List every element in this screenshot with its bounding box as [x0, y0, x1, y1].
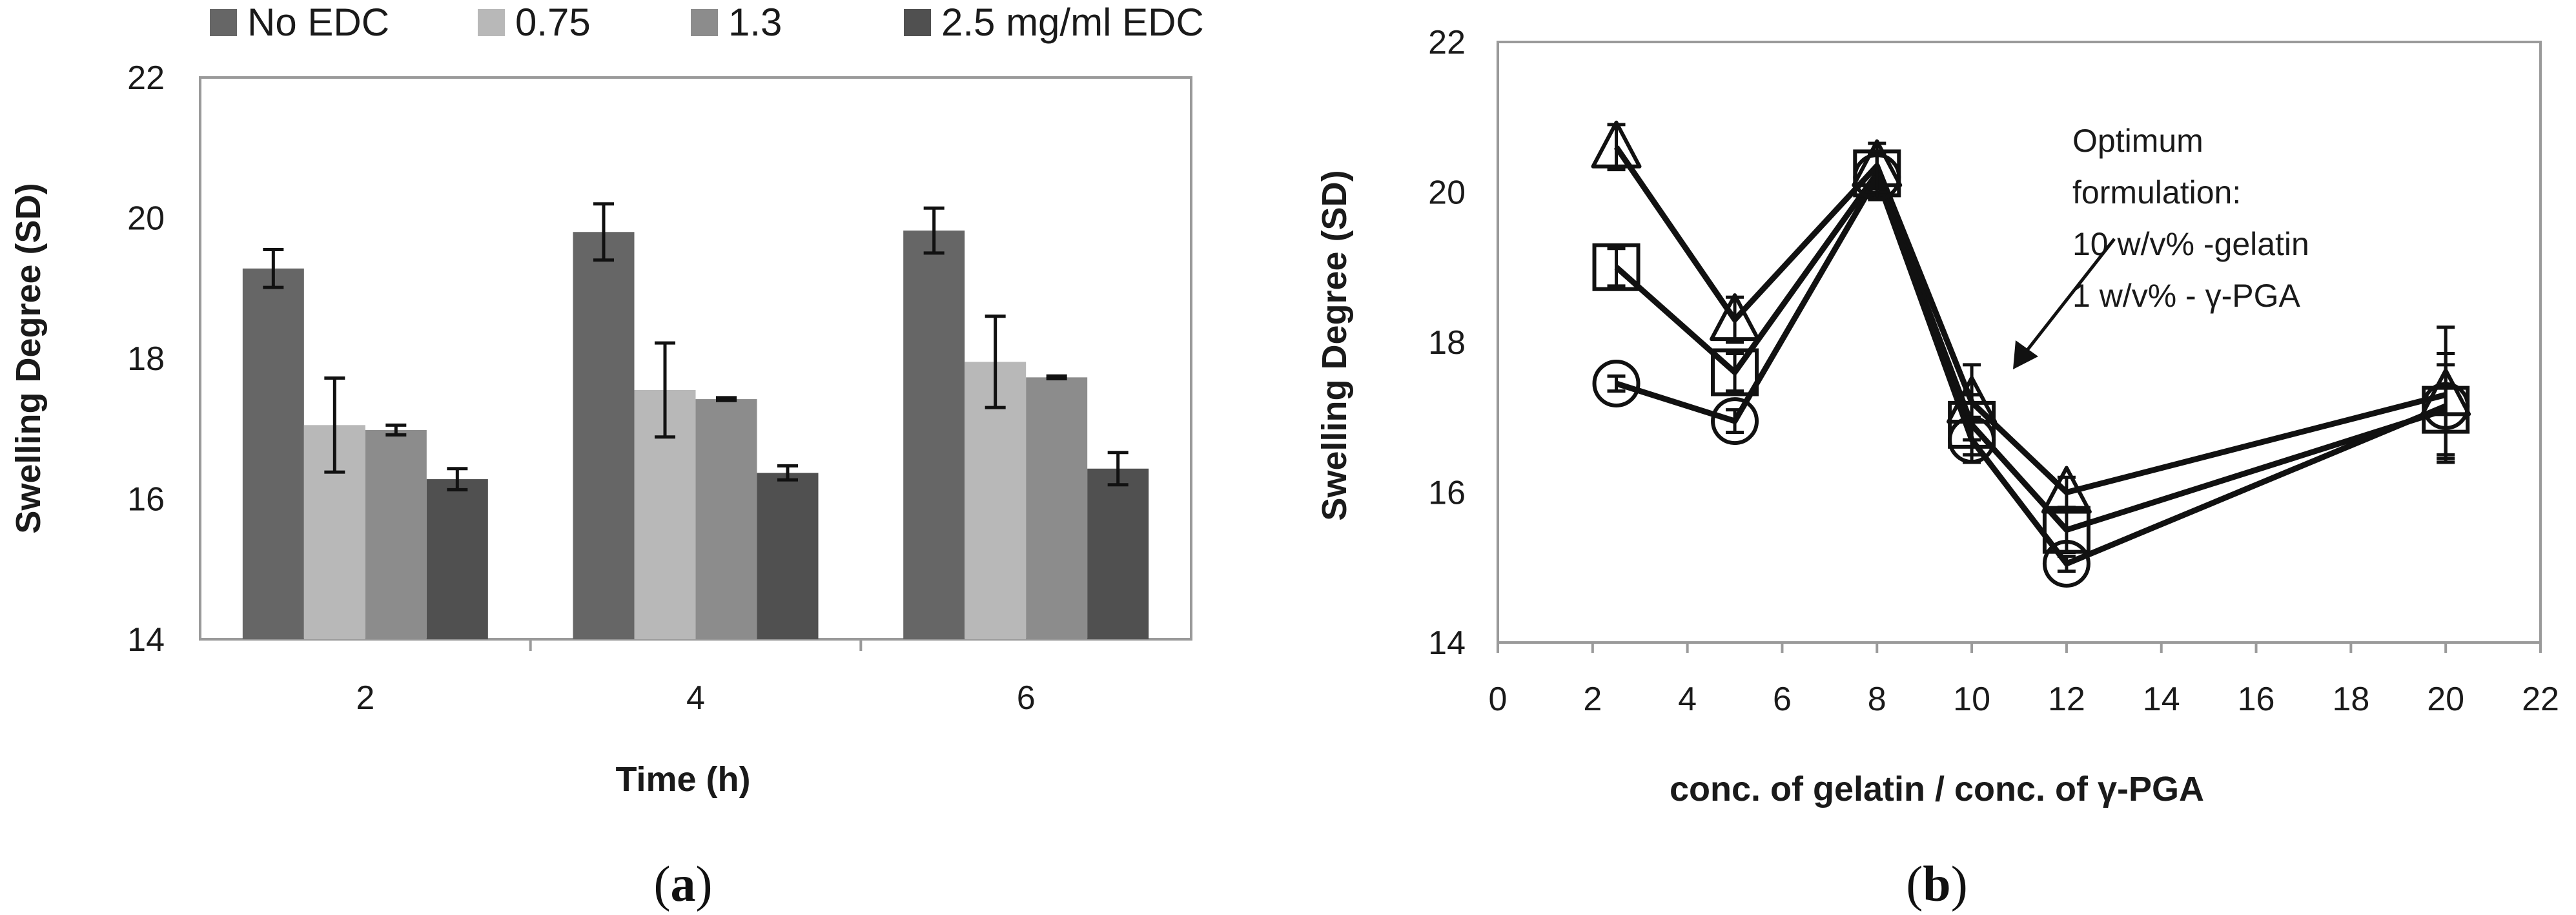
chart-b-panel-open: (: [1906, 856, 1923, 912]
chart-b-x-tick-label: 20: [2427, 681, 2464, 718]
chart-b-point-circle: [1711, 397, 1759, 446]
chart-b-annotation-line-1: Optimum: [2072, 123, 2203, 159]
chart-a-bar: [695, 399, 757, 639]
chart-b-x-tick-label: 8: [1868, 681, 1886, 718]
chart-a-legend-label: 0.75: [515, 1, 591, 44]
chart-b-series-line-circle: [1615, 174, 2447, 567]
chart-b-y-tick-label: 22: [1428, 24, 1466, 61]
chart-b-panel-close: ): [1951, 856, 1968, 912]
chart-b-point-triangle: [1710, 293, 1761, 342]
chart-b-point-triangle: [1591, 120, 1642, 169]
chart-b-series: [1591, 120, 2471, 588]
chart-b-y-tick-label: 18: [1428, 324, 1466, 362]
chart-a-legend: No EDC 0.75 1.3 2.5 mg/ml EDC: [210, 1, 1204, 44]
chart-b-point-circle: [1948, 416, 1996, 464]
chart-a-legend-label: 2.5 mg/ml EDC: [941, 1, 1204, 44]
chart-a-panel-close: ): [696, 856, 713, 912]
chart-a-bars: [242, 202, 1149, 639]
chart-b-x-tick-label: 16: [2238, 681, 2275, 718]
chart-b-series-line-triangle: [1613, 145, 2447, 495]
chart-b-x-ticks: 0 2 4 6 8 10 12 14 16 18 20 22: [1489, 643, 2559, 718]
chart-b-series-line-square: [1614, 170, 2447, 533]
chart-a-legend-swatch: [478, 9, 505, 36]
chart-b-x-tick-label: 4: [1678, 681, 1697, 718]
chart-a-legend-swatch: [691, 9, 718, 36]
chart-a-x-axis-title: Time (h): [615, 760, 750, 799]
chart-a-y-tick-label: 22: [127, 59, 165, 97]
chart-a-bar: [1087, 468, 1149, 639]
chart-a-legend-swatch: [210, 9, 237, 36]
chart-b-point-circle: [2042, 539, 2090, 588]
chart-b-x-tick-label: 22: [2522, 681, 2559, 718]
chart-b-y-axis-title: Swelling Degree (SD): [1315, 170, 1354, 520]
chart-a-y-tick-label: 16: [127, 481, 165, 519]
chart-b-x-tick-label: 10: [1953, 681, 1990, 718]
chart-a-bar: [426, 479, 488, 639]
chart-b-x-axis-title: conc. of gelatin / conc. of γ-PGA: [1670, 770, 2204, 808]
chart-b-point-circle: [2422, 382, 2470, 430]
chart-a-legend-swatch: [904, 9, 931, 36]
chart-a-bar: [903, 231, 965, 639]
chart-a-y-ticks: 14 16 18 20 22: [127, 59, 165, 659]
chart-b-point-circle: [1853, 153, 1901, 201]
chart-b-point-square: [1711, 348, 1759, 396]
chart-b-annotation-line-4: 1 w/v% - γ-PGA: [2072, 278, 2300, 314]
chart-a-legend-label: No EDC: [247, 1, 389, 44]
chart-a-x-tick-label: 6: [1017, 679, 1036, 717]
chart-b-panel-label: (b): [1906, 856, 1967, 912]
chart-b-x-tick-label: 18: [2332, 681, 2369, 718]
chart-b-point-square: [2042, 506, 2090, 554]
chart-a-y-axis-title: Swelling Degree (SD): [9, 183, 48, 533]
chart-b-x-tick-label: 12: [2048, 681, 2085, 718]
chart-b-x-tick-label: 14: [2143, 681, 2180, 718]
chart-b-y-tick-label: 14: [1428, 624, 1466, 662]
chart-a-panel-label: (a): [654, 856, 713, 912]
chart-b-plot-frame: [1497, 41, 2542, 644]
chart-a-bar: [242, 268, 304, 639]
chart-b-point-circle: [1592, 359, 1641, 407]
chart-a-x-ticks: 2 4 6: [356, 639, 1036, 717]
chart-b-annotation-arrow: [2013, 238, 2116, 369]
chart-a-bar: [365, 429, 427, 639]
chart-a-panel-open: (: [654, 856, 671, 912]
chart-b-point-square: [1592, 243, 1641, 291]
chart-a-panel-letter: a: [671, 856, 696, 912]
chart-b-panel-letter: b: [1923, 856, 1950, 912]
chart-a-legend-label: 1.3: [728, 1, 782, 44]
chart-a-bar: [1026, 377, 1088, 639]
chart-b-x-tick-label: 0: [1489, 681, 1508, 718]
chart-a-x-tick-label: 4: [686, 679, 705, 717]
chart-a-bar: [573, 232, 635, 639]
chart-b: 14 16 18 20 22 0 2 4 6 8 10 12 14 16 18 20 22 Optimum f…: [1315, 24, 2559, 912]
chart-a-y-tick-label: 14: [127, 621, 165, 659]
chart-b-annotation-line-2: formulation:: [2072, 174, 2241, 211]
chart-b-y-tick-label: 20: [1428, 174, 1466, 212]
chart-a-bar: [757, 473, 819, 639]
chart-b-annotation-line-3: 10 w/v% -gelatin: [2072, 226, 2309, 262]
chart-a-y-tick-label: 18: [127, 340, 165, 378]
chart-b-y-tick-label: 16: [1428, 475, 1466, 512]
chart-a-y-tick-label: 20: [127, 200, 165, 238]
chart-b-y-ticks: 14 16 18 20 22: [1428, 24, 1466, 662]
chart-a-x-tick-label: 2: [356, 679, 374, 717]
chart-b-x-tick-label: 2: [1583, 681, 1602, 718]
chart-b-x-tick-label: 6: [1773, 681, 1792, 718]
